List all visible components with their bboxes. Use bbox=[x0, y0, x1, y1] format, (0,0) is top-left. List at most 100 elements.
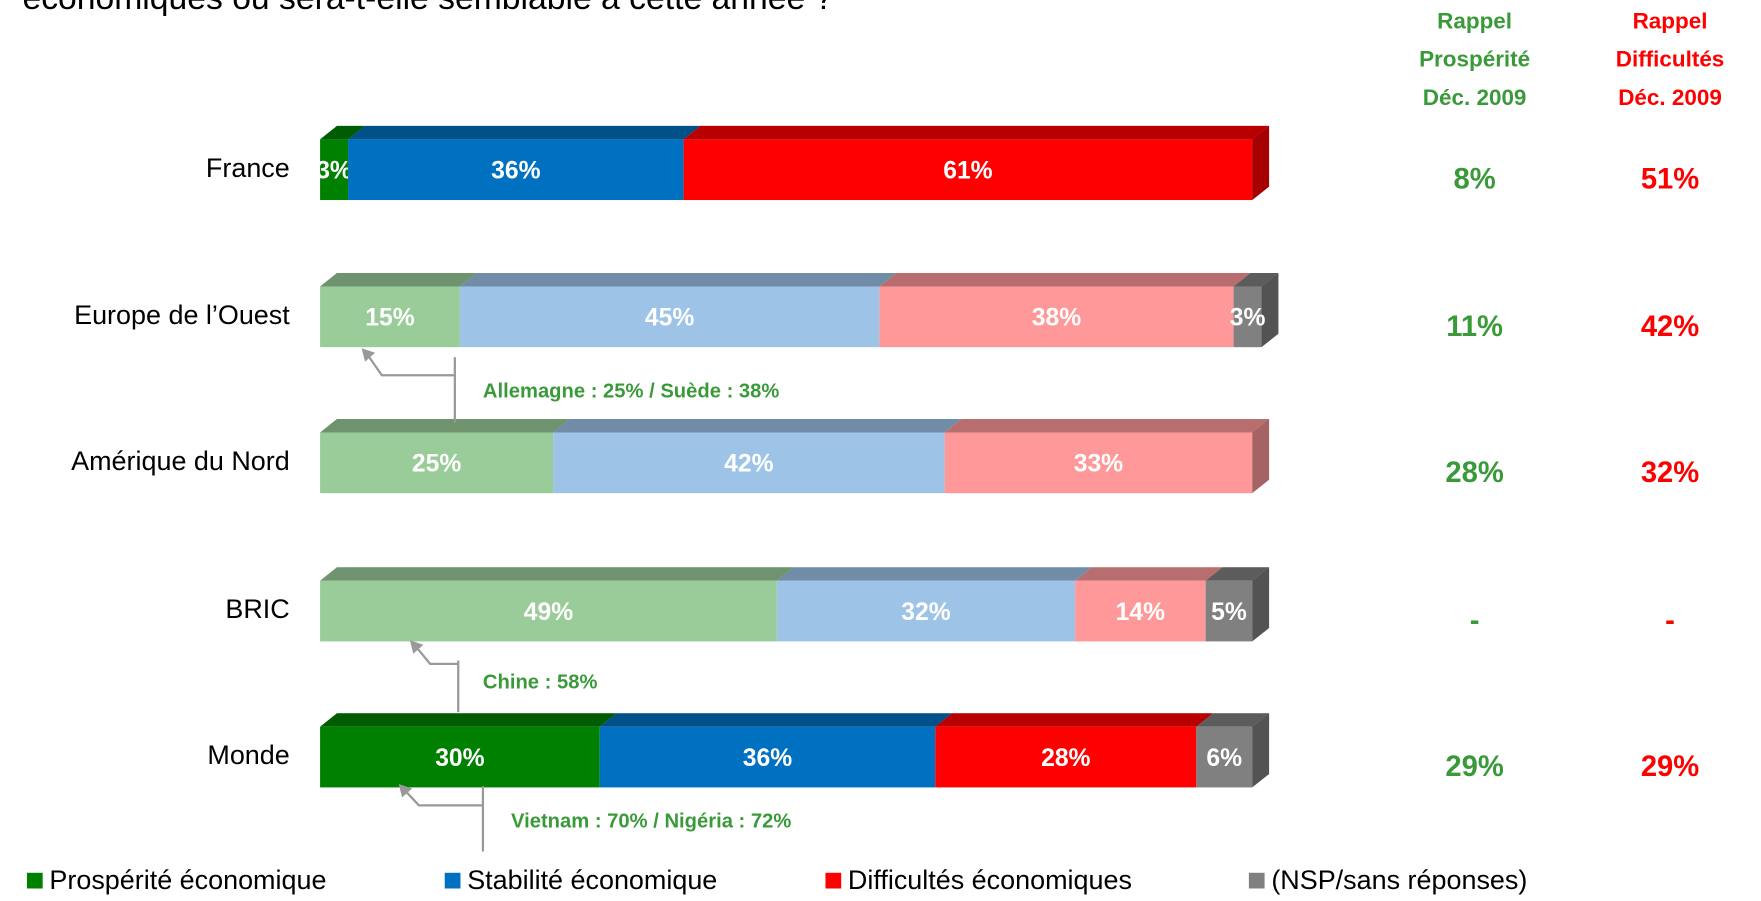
bar-segment bbox=[879, 273, 1251, 348]
recall-value: 8% bbox=[1454, 164, 1496, 196]
category-label: BRIC bbox=[225, 594, 289, 624]
bar-side bbox=[1252, 419, 1270, 494]
legend-label: Stabilité économique bbox=[467, 865, 717, 895]
bar-front bbox=[320, 139, 349, 201]
bar-top bbox=[1075, 567, 1223, 581]
bar-front bbox=[348, 139, 684, 201]
bar-top bbox=[599, 713, 953, 727]
bar-side bbox=[1252, 567, 1270, 642]
bar-front bbox=[776, 580, 1076, 642]
bar-top-shade bbox=[320, 713, 617, 727]
value-label: 28% bbox=[1041, 745, 1090, 772]
bar-top bbox=[320, 273, 477, 287]
annotation: Allemagne : 25% / Suède : 38% bbox=[483, 380, 779, 402]
bar-front bbox=[599, 726, 936, 788]
value-label: 61% bbox=[943, 158, 992, 185]
bar-side-shade bbox=[1252, 713, 1270, 788]
value-label: 38% bbox=[1032, 305, 1081, 332]
bar-side-shade bbox=[1252, 567, 1270, 642]
value-label: 3% bbox=[316, 158, 352, 185]
bar-front bbox=[944, 432, 1253, 494]
legend-swatch bbox=[26, 872, 43, 889]
value-label: 25% bbox=[412, 451, 461, 478]
value-label: 32% bbox=[901, 599, 950, 626]
bar-segment bbox=[320, 125, 365, 201]
arrow-head bbox=[361, 348, 376, 362]
bar-side-shade bbox=[1252, 125, 1270, 201]
bar-segment bbox=[776, 567, 1092, 642]
bar-segment bbox=[1233, 273, 1279, 348]
legend-swatch bbox=[1248, 872, 1265, 889]
bar-segment bbox=[320, 419, 570, 494]
bar-top-shade bbox=[599, 713, 953, 727]
value-label: 14% bbox=[1116, 599, 1165, 626]
bar-top-shade bbox=[683, 125, 1270, 140]
bar-top-shade bbox=[1196, 713, 1270, 727]
column-header: Déc. 2009 bbox=[1618, 85, 1722, 110]
legend-swatch bbox=[444, 872, 461, 889]
arrow-head bbox=[409, 640, 424, 654]
bar-top bbox=[1233, 273, 1279, 287]
callout-arrow bbox=[402, 787, 483, 807]
bar-segment bbox=[935, 713, 1214, 788]
bar-segment bbox=[459, 273, 897, 348]
value-label: 30% bbox=[435, 745, 484, 772]
value-label: 45% bbox=[645, 305, 694, 332]
value-label: 33% bbox=[1074, 451, 1123, 478]
bar-top bbox=[320, 567, 794, 581]
recall-value: 28% bbox=[1445, 457, 1503, 489]
bar-top bbox=[879, 273, 1251, 287]
bar-top bbox=[320, 419, 570, 433]
column-header: Difficultés bbox=[1616, 47, 1725, 72]
chart-title: économiques ou sera-t-elle semblable à c… bbox=[22, 0, 833, 17]
bar-top-shade bbox=[1205, 567, 1270, 581]
bar-front bbox=[683, 139, 1253, 201]
column-header: Rappel bbox=[1633, 9, 1708, 34]
legend-label: Prospérité économique bbox=[49, 865, 326, 895]
bar-top-shade bbox=[1075, 567, 1223, 581]
bar-segment bbox=[348, 125, 701, 201]
bar-top-shade bbox=[879, 273, 1251, 287]
bar-top bbox=[1196, 713, 1270, 727]
bar-front bbox=[459, 286, 880, 348]
category-label: Amérique du Nord bbox=[71, 446, 290, 476]
annotation: Chine : 58% bbox=[483, 671, 598, 693]
recall-value: 42% bbox=[1641, 311, 1699, 343]
recall-value: - bbox=[1470, 605, 1480, 637]
bar-side-shade bbox=[1261, 273, 1279, 348]
bar-front bbox=[1205, 580, 1253, 642]
bar-top bbox=[935, 713, 1214, 727]
bar-top bbox=[683, 125, 1270, 140]
callout-arrow bbox=[413, 644, 459, 666]
bar-segment bbox=[683, 125, 1270, 201]
value-label: 49% bbox=[524, 599, 573, 626]
recall-value: 32% bbox=[1641, 457, 1699, 489]
value-label: 36% bbox=[491, 158, 540, 185]
recall-value: - bbox=[1665, 605, 1675, 637]
bar-segment bbox=[944, 419, 1270, 494]
bar-top-shade bbox=[320, 125, 365, 140]
bar-top-shade bbox=[553, 419, 962, 433]
bar-top-shade bbox=[1233, 273, 1279, 287]
value-label: 15% bbox=[365, 305, 414, 332]
bar-side-shade bbox=[1252, 419, 1270, 494]
bar-segment bbox=[320, 713, 617, 788]
bar-top-shade bbox=[320, 419, 570, 433]
value-label: 42% bbox=[724, 451, 773, 478]
bar-top bbox=[944, 419, 1270, 433]
legend-swatch bbox=[825, 872, 842, 889]
bar-top bbox=[776, 567, 1092, 581]
bar-front bbox=[553, 432, 945, 494]
bar-front bbox=[320, 726, 600, 788]
bar-front bbox=[1196, 726, 1253, 788]
recall-value: 51% bbox=[1641, 164, 1699, 196]
callout-arrow bbox=[365, 352, 455, 377]
bar-segment bbox=[320, 567, 794, 642]
bar-segment bbox=[1196, 713, 1270, 788]
bar-top-shade bbox=[944, 419, 1270, 433]
value-label: 36% bbox=[743, 745, 792, 772]
recall-value: 29% bbox=[1445, 751, 1503, 783]
bar-segment bbox=[320, 273, 477, 348]
bar-front bbox=[320, 286, 460, 348]
bar-front bbox=[1233, 286, 1262, 348]
